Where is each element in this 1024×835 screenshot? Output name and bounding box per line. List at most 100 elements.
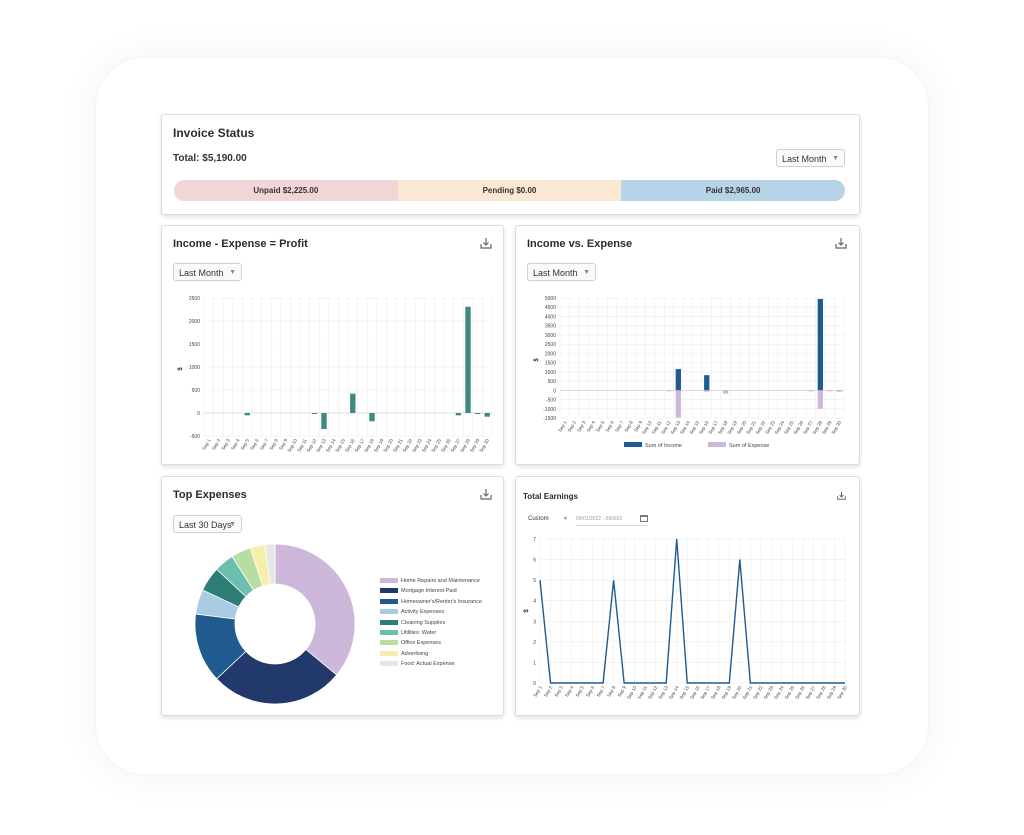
download-icon[interactable] bbox=[480, 488, 492, 500]
y-tick-label: 0 bbox=[553, 388, 556, 394]
legend-label: Home Repairs and Maintenance bbox=[401, 578, 480, 584]
x-tick-label: Sep 22 bbox=[755, 420, 767, 435]
total-earnings-period-select[interactable]: Custom ▼ bbox=[523, 513, 573, 525]
legend-item[interactable]: Advertising bbox=[380, 650, 428, 659]
legend-item[interactable]: Homeowner's/Renter's Insurance bbox=[380, 598, 482, 607]
legend-swatch bbox=[380, 661, 398, 667]
x-tick-label: Sep 13 bbox=[670, 420, 682, 435]
x-tick-label: Sep 26 bbox=[793, 420, 805, 435]
legend-item[interactable]: Home Repairs and Maintenance bbox=[380, 577, 480, 586]
legend-swatch bbox=[380, 650, 398, 656]
y-tick-label: 3500 bbox=[545, 324, 556, 330]
y-tick-label: 5000 bbox=[545, 296, 556, 302]
bar bbox=[321, 413, 327, 430]
top-expenses-donut bbox=[194, 543, 356, 705]
x-tick-label: Sep 16 bbox=[344, 438, 356, 453]
income-expense-period-select[interactable]: Last Month ▼ bbox=[527, 263, 596, 281]
invoice-segment-1[interactable]: Pending $0.00 bbox=[397, 180, 622, 201]
invoice-status-card: Invoice Status Total: $5,190.00 Last Mon… bbox=[161, 114, 860, 215]
x-tick-label: Sep 23 bbox=[764, 420, 776, 435]
download-icon[interactable] bbox=[835, 237, 847, 249]
x-tick-label: Sep 7 bbox=[614, 420, 625, 433]
top-expenses-period-value: Last 30 Days bbox=[179, 520, 232, 530]
y-tick-label: 7 bbox=[533, 537, 536, 543]
x-tick-label: Sep 20 bbox=[382, 438, 394, 453]
x-tick-label: Sep 7 bbox=[596, 685, 607, 698]
x-tick-label: Sep 12 bbox=[647, 685, 659, 700]
bar bbox=[455, 413, 462, 416]
x-tick-label: Sep 19 bbox=[373, 438, 385, 453]
x-tick-label: Sep 24 bbox=[773, 685, 785, 700]
x-tick-label: Sep 7 bbox=[259, 438, 270, 451]
x-tick-label: Sep 8 bbox=[269, 438, 280, 451]
bar bbox=[817, 298, 823, 391]
y-tick-label: 4 bbox=[533, 599, 536, 605]
x-tick-label: Sep 9 bbox=[617, 685, 628, 698]
legend-item[interactable]: Office Expenses bbox=[380, 639, 441, 648]
x-tick-label: Sep 30 bbox=[478, 438, 490, 453]
chevron-down-icon: ▼ bbox=[832, 155, 839, 162]
invoice-period-select[interactable]: Last Month ▼ bbox=[776, 149, 845, 167]
x-tick-label: Sep 11 bbox=[651, 420, 663, 435]
bar bbox=[484, 413, 490, 417]
y-tick-label: -500 bbox=[546, 398, 556, 404]
x-tick-label: Sep 19 bbox=[721, 685, 733, 700]
x-tick-label: Sep 14 bbox=[325, 438, 337, 453]
bar bbox=[369, 413, 375, 422]
download-icon[interactable] bbox=[837, 491, 846, 500]
x-tick-label: Sep 2 bbox=[543, 685, 554, 698]
y-tick-label: 1 bbox=[533, 660, 536, 666]
bar bbox=[808, 390, 814, 392]
top-expenses-period-select[interactable]: Last 30 Days ▼ bbox=[173, 515, 242, 533]
x-tick-label: Sep 16 bbox=[689, 685, 701, 700]
profit-period-select[interactable]: Last Month ▼ bbox=[173, 263, 242, 281]
y-tick-label: 3000 bbox=[545, 333, 556, 339]
x-tick-label: Sep 28 bbox=[812, 420, 824, 435]
x-tick-label: Sep 2 bbox=[567, 420, 578, 433]
legend-label: Sum of Income bbox=[645, 443, 682, 449]
invoice-segment-2[interactable]: Paid $2,965.00 bbox=[621, 180, 845, 201]
x-tick-label: Sep 4 bbox=[564, 685, 575, 698]
income-expense-title: Income vs. Expense bbox=[527, 238, 633, 250]
legend-item[interactable]: Utilities: Water bbox=[380, 629, 436, 638]
legend-label: Food: Actual Expense bbox=[401, 661, 455, 668]
pie-slice bbox=[216, 648, 338, 705]
x-tick-label: Sep 8 bbox=[606, 685, 617, 698]
x-tick-label: Sep 3 bbox=[554, 685, 565, 698]
x-tick-label: Sep 14 bbox=[679, 420, 691, 435]
x-tick-label: Sep 17 bbox=[354, 438, 366, 453]
date-range-input[interactable]: 09/01/2022 - 09/30/2 bbox=[576, 513, 648, 526]
invoice-period-value: Last Month bbox=[782, 154, 827, 164]
x-tick-label: Sep 18 bbox=[717, 420, 729, 435]
legend-item[interactable]: Food: Actual Expense bbox=[380, 660, 455, 669]
x-tick-label: Sep 24 bbox=[774, 420, 786, 435]
x-tick-label: Sep 10 bbox=[626, 685, 638, 700]
legend-item[interactable]: Cleaning Supplies bbox=[380, 619, 445, 628]
legend-item[interactable]: Mortgage Interest Paid bbox=[380, 587, 457, 596]
x-tick-label: Sep 29 bbox=[821, 420, 833, 435]
y-tick-label: 500 bbox=[548, 379, 557, 385]
profit-card: Income - Expense = Profit Last Month ▼ -… bbox=[161, 225, 504, 465]
calendar-icon[interactable] bbox=[640, 515, 648, 522]
legend-label: Office Expenses bbox=[401, 640, 441, 647]
x-tick-label: Sep 23 bbox=[763, 685, 775, 700]
y-tick-label: -1500 bbox=[543, 416, 556, 422]
x-tick-label: Sep 30 bbox=[836, 685, 848, 700]
x-tick-label: Sep 27 bbox=[450, 438, 462, 453]
legend-item[interactable]: Activity Expenses bbox=[380, 608, 444, 617]
y-tick-label: 1000 bbox=[189, 365, 200, 371]
legend-label: Sum of Expense bbox=[729, 443, 769, 449]
bar bbox=[704, 390, 710, 392]
x-tick-label: Sep 18 bbox=[710, 685, 722, 700]
invoice-segment-0[interactable]: Unpaid $2,225.00 bbox=[174, 180, 398, 201]
invoice-status-bar: Unpaid $2,225.00 Pending $0.00 Paid $2,965… bbox=[174, 180, 845, 201]
earnings-line bbox=[539, 538, 845, 684]
total-earnings-title: Total Earnings bbox=[523, 492, 578, 501]
x-tick-label: Sep 15 bbox=[334, 438, 346, 453]
x-tick-label: Sep 17 bbox=[707, 420, 719, 435]
download-icon[interactable] bbox=[480, 237, 492, 249]
y-tick-label: 1000 bbox=[545, 370, 556, 376]
x-tick-label: Sep 12 bbox=[660, 420, 672, 435]
x-tick-label: Sep 26 bbox=[794, 685, 806, 700]
